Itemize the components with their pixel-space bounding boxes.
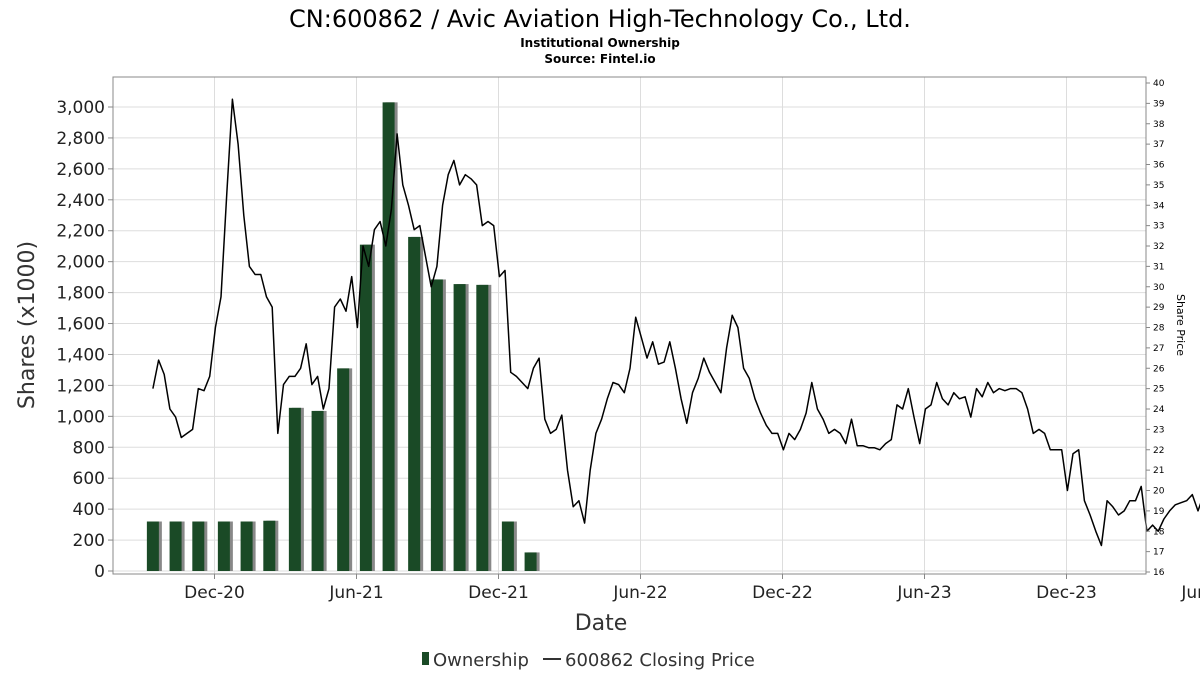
ownership-bar: [382, 102, 395, 572]
x-tick-label: Jun-24: [1180, 583, 1200, 603]
y-tick-label: 1,200: [56, 376, 105, 396]
ownership-bar: [288, 407, 301, 571]
y2-tick-label: 36: [1153, 161, 1165, 171]
y-tick-label: 2,600: [56, 160, 105, 180]
y2-tick-label: 35: [1153, 181, 1164, 191]
ownership-bar: [240, 521, 253, 571]
x-tick-label: Dec-21: [468, 583, 529, 603]
y2-tick-label: 24: [1153, 405, 1165, 415]
ownership-bar: [263, 520, 276, 571]
ownership-bar: [359, 244, 372, 572]
ownership-bar: [501, 521, 514, 571]
y2-axis-title: Share Price: [1174, 294, 1187, 356]
y2-tick-label: 32: [1153, 242, 1164, 252]
y-tick-label: 2,000: [56, 253, 105, 273]
ownership-bar: [169, 521, 182, 571]
plot-frame: [112, 76, 1147, 575]
y-axis-title: Shares (x1000): [15, 241, 40, 409]
x-tick-label: Jun-23: [896, 583, 951, 603]
y2-tick-label: 40: [1153, 79, 1165, 89]
y2-tick-label: 38: [1153, 120, 1165, 130]
y-tick-label: 3,000: [56, 98, 105, 118]
ownership-bar: [217, 521, 230, 571]
y2-tick-label: 25: [1153, 385, 1164, 395]
ownership-bar: [192, 521, 205, 571]
price-line: [152, 98, 1200, 547]
price-line-layer: [152, 98, 1200, 547]
y-tick-label: 1,400: [56, 345, 105, 365]
ownership-bar: [476, 284, 489, 571]
legend-ownership-label: Ownership: [433, 650, 529, 671]
chart-title: CN:600862 / Avic Aviation High-Technolog…: [289, 5, 911, 33]
y2-tick-label: 16: [1153, 568, 1165, 578]
y2-tick-label: 17: [1153, 548, 1164, 558]
ownership-bars: [146, 102, 540, 572]
y2-tick-label: 31: [1153, 262, 1164, 272]
y2-tick-label: 39: [1153, 99, 1165, 109]
y-axis-left: 0 200 400 600 800 1,000 1,200 1,400 1,600 1,800 2,…: [56, 98, 113, 582]
y-tick-label: 1,000: [56, 407, 105, 427]
legend-ownership-swatch: [422, 652, 429, 665]
ownership-bar: [146, 521, 159, 571]
y2-tick-label: 20: [1153, 487, 1165, 497]
y2-tick-label: 23: [1153, 425, 1164, 435]
x-axis: Dec-20 Jun-21 Dec-21 Jun-22 Dec-22 Jun-23 Dec-…: [184, 574, 1200, 603]
y2-tick-label: 29: [1153, 303, 1165, 313]
y-tick-label: 2,400: [56, 191, 105, 211]
y-tick-label: 200: [73, 531, 105, 551]
y-axis-right: 16 17 18 19 20 21 22 23 24 25 26 27 28 29 30 31 32 33 34 35…: [1146, 79, 1165, 578]
y-tick-label: 2,800: [56, 129, 105, 149]
y2-tick-label: 26: [1153, 364, 1165, 374]
y2-tick-label: 19: [1153, 507, 1165, 517]
y2-tick-label: 37: [1153, 140, 1164, 150]
ownership-bar: [408, 236, 421, 572]
y2-tick-label: 30: [1153, 283, 1165, 293]
y-tick-label: 2,200: [56, 222, 105, 242]
y2-tick-label: 18: [1153, 527, 1165, 537]
ownership-bar: [311, 410, 324, 571]
x-tick-label: Jun-21: [328, 583, 383, 603]
chart-subtitle: Institutional Ownership: [520, 36, 680, 50]
y-tick-label: 600: [73, 469, 105, 489]
grid: [113, 77, 1146, 574]
chart-source: Source: Fintel.io: [544, 52, 655, 66]
x-tick-label: Dec-20: [184, 583, 245, 603]
y2-tick-label: 22: [1153, 446, 1164, 456]
ownership-bar: [337, 368, 350, 571]
x-tick-label: Dec-22: [752, 583, 813, 603]
y-tick-label: 0: [94, 562, 105, 582]
y-tick-label: 1,600: [56, 315, 105, 335]
x-axis-title: Date: [575, 611, 628, 636]
y2-tick-label: 34: [1153, 201, 1165, 211]
ownership-bar: [453, 284, 466, 571]
legend: Ownership 600862 Closing Price: [422, 650, 755, 671]
legend-price-label: 600862 Closing Price: [565, 650, 755, 671]
ownership-bar: [430, 279, 443, 571]
y2-tick-label: 28: [1153, 324, 1165, 334]
ownership-bar: [524, 552, 537, 571]
y2-tick-label: 27: [1153, 344, 1164, 354]
y2-tick-label: 21: [1153, 466, 1164, 476]
y-tick-label: 1,800: [56, 284, 105, 304]
y-tick-label: 400: [73, 500, 105, 520]
x-tick-label: Jun-22: [612, 583, 667, 603]
x-tick-label: Dec-23: [1036, 583, 1097, 603]
y-tick-label: 800: [73, 438, 105, 458]
y2-tick-label: 33: [1153, 222, 1164, 232]
